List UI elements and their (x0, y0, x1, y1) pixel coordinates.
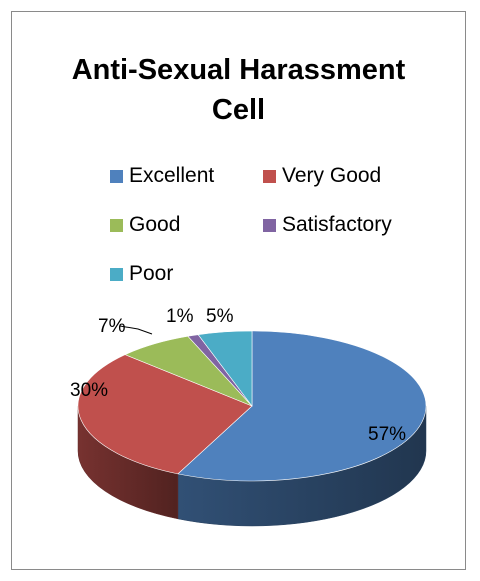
data-label-excellent: 57% (368, 424, 406, 445)
legend-label-good: Good (129, 213, 181, 236)
legend-swatch-satisfactory (263, 218, 276, 232)
chart-title: Anti-Sexual Harassment Cell (12, 50, 465, 130)
legend-swatch-good (110, 218, 123, 232)
data-label-poor: 5% (206, 306, 234, 327)
pie-data-labels: 57% 30% 7% 1% 5% (70, 306, 406, 445)
chart-frame: Anti-Sexual Harassment Cell Excellent Ve… (11, 11, 466, 570)
legend-swatch-excellent (110, 169, 123, 183)
legend-swatch-very-good (263, 169, 276, 183)
pie-chart-plot: 57% 30% 7% 1% 5% (70, 306, 427, 527)
legend-label-satisfactory: Satisfactory (282, 213, 392, 236)
chart-title-line-2: Cell (211, 94, 266, 126)
legend-swatch-poor (110, 267, 123, 281)
pie-slice-excellent (177, 330, 427, 482)
legend-label-poor: Poor (129, 262, 174, 285)
chart-title-line-1: Anti-Sexual Harassment (71, 54, 406, 86)
legend-item-satisfactory: Satisfactory (263, 213, 392, 237)
legend-item-good: Good (110, 213, 180, 237)
data-label-very-good: 30% (70, 380, 108, 401)
leader-line-good (119, 325, 153, 335)
legend-item-excellent: Excellent (110, 164, 214, 188)
legend-item-poor: Poor (110, 262, 173, 286)
pie-slice-poor (197, 330, 253, 407)
legend-label-very-good: Very Good (282, 164, 382, 187)
data-label-satisfactory: 1% (166, 306, 194, 327)
data-label-good: 7% (98, 316, 126, 337)
pie-top-faces (77, 330, 427, 482)
legend-label-excellent: Excellent (129, 164, 215, 187)
pie-slice-very-good (77, 354, 253, 475)
legend-item-very-good: Very Good (263, 164, 381, 188)
